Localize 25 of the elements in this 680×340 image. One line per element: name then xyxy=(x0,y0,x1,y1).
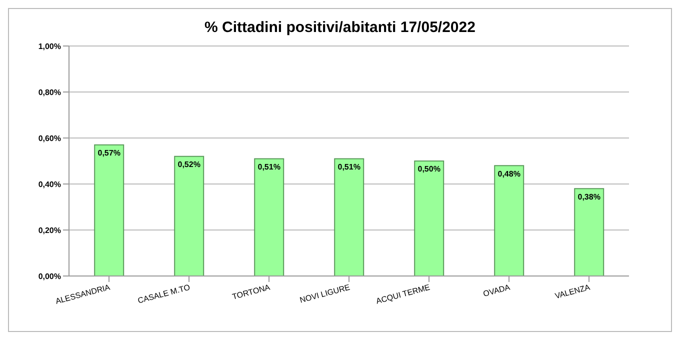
data-label: 0,50% xyxy=(418,164,440,174)
data-label: 0,57% xyxy=(98,148,120,158)
data-label: 0,51% xyxy=(258,162,280,172)
x-tick-label: OVADA xyxy=(482,282,512,299)
y-tick-label: 1,00% xyxy=(38,42,61,51)
y-tick-label: 0,40% xyxy=(38,180,61,189)
bar xyxy=(174,156,204,276)
bar xyxy=(574,188,604,276)
bar xyxy=(254,158,284,276)
data-label: 0,48% xyxy=(498,169,520,178)
bar xyxy=(414,160,444,276)
data-label: 0,51% xyxy=(338,162,360,172)
bar xyxy=(494,165,524,276)
x-tick-label: CASALE M.TO xyxy=(136,282,191,306)
y-tick-label: 0,80% xyxy=(38,88,61,97)
y-tick-label: 0,20% xyxy=(38,226,61,235)
x-tick-label: NOVI LIGURE xyxy=(298,282,351,305)
x-tick-label: ACQUI TERME xyxy=(375,282,431,306)
data-label: 0,52% xyxy=(178,160,200,170)
bar xyxy=(94,144,124,276)
y-tick-label: 0,60% xyxy=(38,134,61,143)
chart-title: % Cittadini positivi/abitanti 17/05/2022 xyxy=(204,19,476,36)
data-label: 0,38% xyxy=(578,192,600,202)
bar xyxy=(334,158,364,276)
y-tick-label: 0,00% xyxy=(38,272,61,281)
